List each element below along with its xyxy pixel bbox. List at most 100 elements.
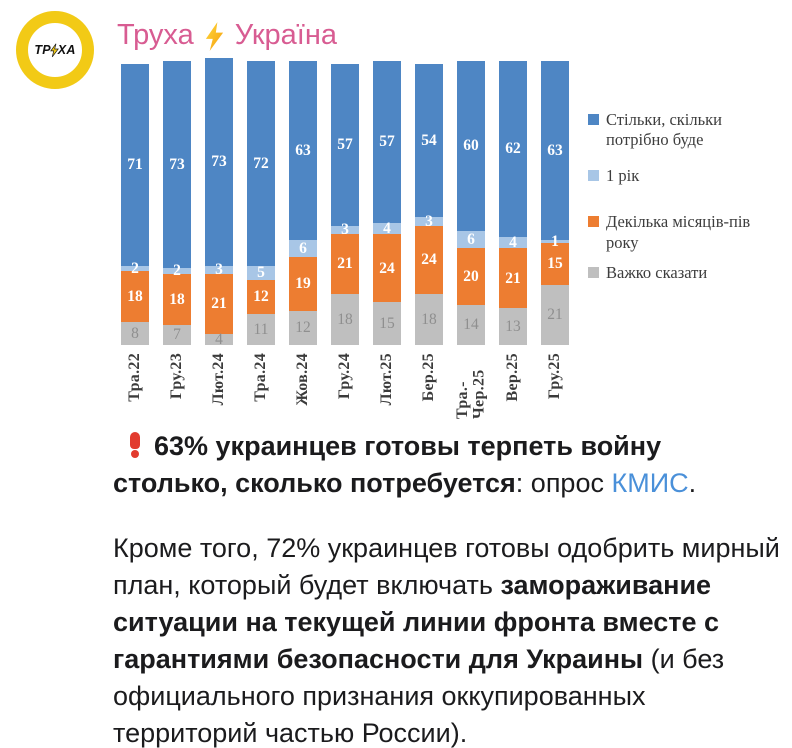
bar-segment: 3 bbox=[331, 222, 359, 237]
x-axis-label: Тра.24 bbox=[251, 353, 269, 402]
bar-value-label: 3 bbox=[425, 212, 433, 230]
bar-segment: 21 bbox=[205, 274, 233, 334]
bar-segment: 1 bbox=[541, 234, 569, 249]
bar-column: 60 6 20 14 Тра.-Чер.25 bbox=[453, 58, 487, 419]
bar-value-label: 6 bbox=[467, 231, 475, 249]
bar-segment: 8 bbox=[121, 322, 149, 345]
bar-column: 54 3 24 18 Бер.25 bbox=[415, 58, 443, 419]
bar-value-label: 15 bbox=[379, 314, 395, 332]
kmis-link[interactable]: КМИС bbox=[611, 468, 689, 498]
bar-column: 57 3 21 18 Гру.24 bbox=[331, 58, 359, 419]
bar-segment: 15 bbox=[541, 242, 569, 286]
bar-segment: 21 bbox=[331, 234, 359, 294]
bar-value-label: 4 bbox=[383, 219, 391, 237]
post-body: Кроме того, 72% украинцев готовы одобрит… bbox=[113, 530, 781, 748]
x-axis-label: Вер.25 bbox=[503, 353, 521, 402]
bar-segment: 12 bbox=[247, 279, 275, 314]
bar-segment: 21 bbox=[541, 285, 569, 345]
bar-segment: 11 bbox=[247, 313, 275, 345]
bar-segment: 7 bbox=[163, 325, 191, 345]
x-axis-label: Лют.24 bbox=[209, 353, 227, 406]
bar-segment: 3 bbox=[415, 214, 443, 229]
bar-segment: 15 bbox=[373, 302, 401, 345]
bar-column: 63 6 19 12 Жов.24 bbox=[289, 58, 317, 419]
legend-label: Важко сказати bbox=[606, 262, 708, 282]
bar-segment: 60 bbox=[457, 61, 485, 232]
bar-segment: 57 bbox=[331, 63, 359, 226]
legend-label: Декілька місяців-пів року bbox=[606, 212, 751, 252]
legend-swatch-icon bbox=[588, 114, 599, 125]
legend-item: Стільки, скільки потрібно буде bbox=[588, 110, 766, 150]
bar-segment: 19 bbox=[289, 256, 317, 311]
headline-tail: . bbox=[688, 468, 697, 498]
bar-segment: 71 bbox=[121, 63, 149, 266]
bar-value-label: 3 bbox=[341, 221, 349, 239]
bar-column: 73 2 18 7 Гру.23 bbox=[163, 58, 191, 419]
bar-value-label: 72 bbox=[253, 154, 269, 172]
legend-item: 1 рік bbox=[588, 166, 766, 186]
bar-column: 62 4 21 13 Вер.25 bbox=[499, 58, 527, 419]
headline-mid: : опрос bbox=[515, 468, 612, 498]
bar-value-label: 71 bbox=[127, 155, 143, 173]
bar-chart: 71 2 18 8 Тра.22 73 2 18 7 Гру.23 73 3 21 4 Лют.24 72 5 1… bbox=[121, 58, 569, 419]
bar-value-label: 11 bbox=[253, 320, 269, 338]
logo-text-left: ТР bbox=[34, 43, 51, 57]
bar-segment: 73 bbox=[205, 58, 233, 266]
bar-value-label: 73 bbox=[169, 155, 185, 173]
channel-avatar[interactable]: ТР ХА bbox=[16, 11, 94, 89]
bar-segment: 24 bbox=[373, 234, 401, 303]
logo-text: ТР ХА bbox=[34, 43, 75, 58]
bar-segment: 18 bbox=[121, 271, 149, 323]
bar-value-label: 19 bbox=[295, 275, 311, 293]
x-axis-label: Тра.-Чер.25 bbox=[453, 369, 487, 419]
bar-value-label: 21 bbox=[505, 269, 521, 287]
x-axis-label: Лют.25 bbox=[377, 353, 395, 406]
bar-value-label: 18 bbox=[169, 290, 185, 308]
bar-value-label: 18 bbox=[127, 287, 143, 305]
bar-value-label: 24 bbox=[421, 251, 437, 269]
bar-value-label: 62 bbox=[505, 140, 521, 158]
bar-value-label: 12 bbox=[253, 287, 269, 305]
lightning-emoji-icon bbox=[205, 22, 223, 51]
bar-value-label: 6 bbox=[299, 239, 307, 257]
legend-item: Важко сказати bbox=[588, 263, 766, 283]
bar-segment: 2 bbox=[121, 261, 149, 276]
bar-value-label: 21 bbox=[337, 255, 353, 273]
bar-column: 57 4 24 15 Лют.25 bbox=[373, 58, 401, 419]
bar-value-label: 2 bbox=[173, 262, 181, 280]
bar-value-label: 73 bbox=[211, 153, 227, 171]
bar-value-label: 21 bbox=[547, 306, 563, 324]
bar-segment: 18 bbox=[415, 293, 443, 345]
bar-segment: 13 bbox=[499, 308, 527, 345]
bar-value-label: 4 bbox=[215, 330, 223, 348]
bar-segment: 2 bbox=[163, 263, 191, 278]
bar-value-label: 63 bbox=[295, 141, 311, 159]
bar-segment: 63 bbox=[289, 61, 317, 240]
body-after: (и без официального признания оккупирова… bbox=[113, 644, 725, 748]
channel-title-word1: Труха bbox=[117, 19, 194, 51]
bar-segment: 63 bbox=[541, 61, 569, 240]
bar-value-label: 12 bbox=[295, 319, 311, 337]
bar-column: 73 3 21 4 Лют.24 bbox=[205, 58, 233, 419]
post-headline: 63% украинцев готовы терпеть войну столь… bbox=[113, 428, 781, 502]
legend-label: 1 рік bbox=[606, 166, 640, 186]
bar-value-label: 4 bbox=[509, 234, 517, 252]
bar-segment: 12 bbox=[289, 310, 317, 345]
lightning-icon bbox=[49, 43, 59, 57]
bar-value-label: 18 bbox=[337, 310, 353, 328]
x-axis-label: Бер.25 bbox=[419, 353, 437, 402]
bar-value-label: 1 bbox=[551, 232, 559, 250]
bar-value-label: 3 bbox=[215, 261, 223, 279]
headline-bold: 63% украинцев готовы терпеть войну столь… bbox=[113, 431, 662, 498]
channel-title[interactable]: Труха Україна bbox=[117, 19, 337, 52]
bar-value-label: 7 bbox=[173, 326, 181, 344]
x-axis-label: Тра.22 bbox=[125, 353, 143, 402]
bar-segment: 5 bbox=[247, 265, 275, 280]
bar-segment: 72 bbox=[247, 61, 275, 266]
bar-value-label: 8 bbox=[131, 324, 139, 342]
bar-value-label: 63 bbox=[547, 141, 563, 159]
bar-segment: 3 bbox=[205, 262, 233, 277]
bar-segment: 4 bbox=[373, 219, 401, 237]
x-axis-label: Гру.23 bbox=[167, 353, 185, 400]
legend-swatch-icon bbox=[588, 216, 599, 228]
